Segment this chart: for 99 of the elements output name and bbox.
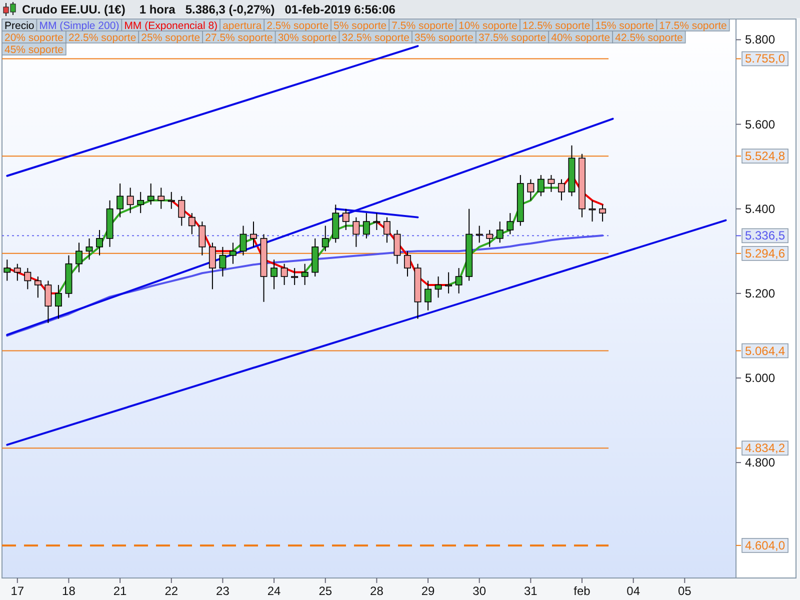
ref-line-label: 5.755,0 [745, 52, 786, 66]
candlestick [147, 182, 154, 206]
ref-line-label: 5.064,4 [745, 344, 786, 358]
candlestick [424, 280, 432, 311]
annotation: 25% soporte [141, 32, 200, 44]
chart-subtitle: 1 hora 5.386,3 (-0,27%) 01-feb-2019 6:56:06 [139, 2, 396, 16]
x-tick-label: feb [574, 584, 591, 598]
annotation: 22.5% soporte [68, 32, 136, 44]
x-tick-label: 30 [472, 584, 486, 598]
ref-line-label: 4.604,0 [745, 538, 786, 552]
annotation: 37.5% soporte [478, 32, 546, 44]
candlestick [506, 212, 514, 235]
x-tick-label: 31 [524, 584, 538, 598]
ref-line-label: 5.294,6 [745, 246, 786, 260]
ref-line-label: 5.336,5 [745, 228, 786, 243]
text: MM (Simple 200) [39, 20, 120, 32]
ref-line-label: 4.834,2 [745, 441, 786, 456]
annotation: 10% soporte [458, 20, 518, 32]
candlestick [76, 242, 82, 273]
candlestick [86, 238, 93, 260]
x-tick-label: 04 [626, 584, 640, 598]
annotation: 20% soporte [4, 32, 64, 44]
annotation: 27.5% soporte [205, 32, 273, 44]
y-tick-label: 5.600 [745, 117, 776, 132]
candlestick [219, 246, 226, 278]
annotation: 40% soporte [551, 32, 610, 44]
x-tick-label: 28 [370, 584, 384, 598]
candlestick [198, 221, 206, 256]
candlestick [496, 221, 504, 244]
annotation: 30% soporte [278, 32, 337, 44]
y-tick-label: 5.200 [745, 286, 776, 300]
candlestick [394, 230, 401, 264]
candlestick [301, 263, 308, 286]
x-tick-label: 05 [678, 584, 692, 598]
candlestick [14, 263, 21, 282]
candlestick [558, 178, 565, 201]
x-tick-label: 24 [267, 584, 282, 598]
y-tick-label: 5.800 [745, 32, 776, 47]
candlestick [322, 225, 329, 252]
candlestick [4, 259, 11, 282]
candlestick [352, 216, 360, 248]
candlestick [240, 225, 247, 256]
annotation: 12.5% soporte [522, 20, 590, 32]
x-tick-label: 23 [216, 584, 230, 598]
candlestick [230, 242, 236, 264]
x-tick-label: 17 [10, 584, 24, 598]
chart-title: Crudo EE.UU. (1€) [22, 2, 126, 16]
candlestick [188, 212, 196, 235]
x-tick-label: 29 [421, 584, 436, 598]
annotation: 2.5% soporte [266, 20, 329, 32]
candlestick [116, 182, 124, 218]
candlestick [34, 276, 42, 298]
y-tick-label: 5.000 [745, 370, 776, 385]
ref-line-label: 5.524,8 [745, 149, 786, 164]
candlestick [373, 212, 380, 230]
candlestick [548, 174, 555, 192]
candlestick [44, 280, 52, 324]
candlestick [383, 216, 390, 244]
candlestick [280, 263, 288, 286]
candlestick [445, 272, 452, 294]
annotation: 17.5% soporte [659, 20, 728, 32]
candlestick [126, 187, 134, 214]
x-tick-label: 21 [113, 584, 128, 598]
text: MM (Exponencial 8) [124, 20, 218, 32]
candlestick [362, 212, 370, 239]
annotation: apertura [222, 20, 262, 32]
candlestick [270, 259, 278, 290]
x-tick-label: 18 [62, 584, 76, 598]
annotation: 32.5% soporte [342, 32, 410, 44]
candlestick [588, 200, 596, 222]
candlestick [486, 230, 494, 248]
candlestick [178, 196, 186, 226]
x-tick-label: 25 [318, 584, 332, 598]
candlestick [537, 174, 544, 197]
y-tick-label: 4.800 [745, 456, 776, 470]
annotation: 5% soporte [334, 20, 387, 32]
candlestick [291, 268, 298, 286]
text: Precio [4, 20, 34, 32]
candlestick [404, 250, 411, 278]
annotation: 45% soporte [4, 44, 64, 56]
candlestick [208, 242, 216, 290]
candlestick [250, 221, 257, 248]
candlestick [96, 230, 104, 256]
candlestick [342, 208, 350, 230]
candlestick [24, 268, 32, 290]
candlestick [168, 191, 175, 210]
annotation: 42.5% soporte [615, 32, 683, 44]
candlestick [599, 204, 606, 222]
annotation: 35% soporte [414, 32, 474, 44]
x-tick-label: 22 [164, 584, 178, 598]
annotation: 7.5% soporte [392, 20, 454, 32]
y-tick-label: 5.400 [745, 202, 776, 216]
candlestick [137, 191, 144, 214]
candlestick [455, 268, 462, 294]
candlestick [434, 276, 442, 298]
candlestick [158, 187, 165, 210]
annotation: 15% soporte [595, 20, 654, 32]
candlestick [54, 284, 62, 320]
candlestick [527, 178, 534, 201]
